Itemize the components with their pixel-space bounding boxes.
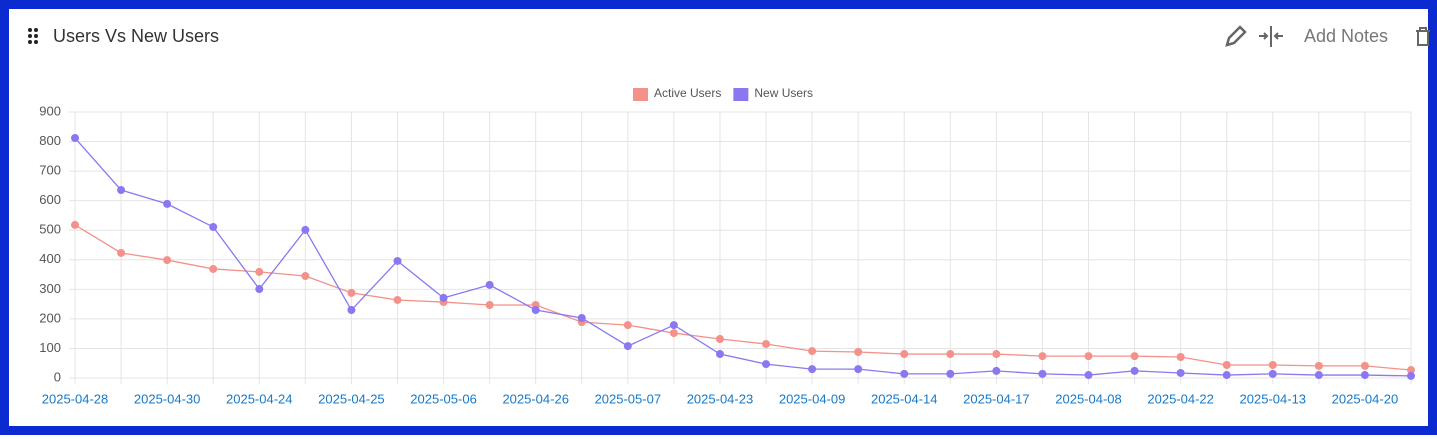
data-point — [1130, 366, 1139, 375]
data-point — [1176, 353, 1185, 362]
data-point — [1268, 360, 1277, 369]
legend-label: Active Users — [654, 86, 721, 100]
data-point — [669, 321, 678, 330]
data-point — [623, 342, 632, 351]
data-point — [117, 248, 126, 257]
data-point — [946, 350, 955, 359]
data-point — [623, 321, 632, 330]
data-point — [117, 186, 126, 195]
data-point — [1314, 361, 1323, 370]
data-point — [71, 220, 79, 229]
y-tick-label: 800 — [39, 133, 61, 148]
data-point — [1268, 369, 1277, 378]
data-point — [854, 365, 863, 374]
data-point — [163, 199, 172, 208]
data-point — [393, 295, 402, 304]
data-point — [1222, 360, 1231, 369]
data-point — [762, 360, 771, 369]
data-point — [854, 347, 863, 356]
y-tick-label: 100 — [39, 340, 61, 355]
x-tick-label: 2025-04-30 — [134, 391, 201, 406]
y-tick-label: 600 — [39, 192, 61, 207]
data-point — [808, 365, 817, 374]
data-point — [1038, 352, 1047, 361]
data-point — [992, 350, 1001, 359]
y-tick-label: 200 — [39, 310, 61, 325]
data-point — [71, 134, 79, 143]
data-point — [1360, 371, 1369, 380]
data-point — [209, 222, 218, 231]
y-tick-label: 900 — [39, 103, 61, 118]
x-tick-label: 2025-04-26 — [502, 391, 569, 406]
x-tick-label: 2025-04-28 — [42, 391, 109, 406]
data-point — [347, 288, 356, 297]
add-notes-button[interactable]: Add Notes — [1304, 26, 1388, 46]
data-point — [163, 256, 172, 265]
data-point — [715, 334, 724, 343]
delete-icon[interactable] — [1416, 27, 1430, 46]
data-point — [715, 350, 724, 359]
y-tick-label: 500 — [39, 222, 61, 237]
data-point — [1360, 361, 1369, 370]
data-point — [1314, 371, 1323, 380]
legend-swatch — [733, 88, 749, 101]
data-point — [992, 366, 1001, 375]
data-point — [900, 369, 909, 378]
data-point — [255, 267, 264, 276]
data-point — [485, 300, 494, 309]
x-tick-label: 2025-04-14 — [871, 391, 938, 406]
widget-title: Users Vs New Users — [53, 26, 219, 46]
x-tick-label: 2025-04-24 — [226, 391, 293, 406]
data-point — [1407, 366, 1415, 375]
data-point — [1176, 368, 1185, 377]
x-tick-label: 2025-04-23 — [687, 391, 754, 406]
legend-swatch — [633, 88, 648, 101]
data-point — [1130, 352, 1139, 361]
data-point — [347, 306, 356, 315]
x-tick-label: 2025-04-25 — [318, 391, 385, 406]
x-tick-label: 2025-05-06 — [410, 391, 477, 406]
data-point — [301, 225, 310, 234]
legend-label: New Users — [754, 86, 813, 100]
data-point — [1084, 371, 1093, 380]
data-point — [669, 329, 678, 338]
drag-handle[interactable] — [28, 28, 38, 44]
data-point — [531, 306, 540, 315]
data-point — [762, 340, 771, 349]
data-point — [439, 293, 448, 302]
x-tick-label: 2025-05-07 — [595, 391, 662, 406]
data-point — [577, 314, 586, 323]
data-point — [301, 272, 310, 281]
x-tick-label: 2025-04-17 — [963, 391, 1030, 406]
data-point — [1038, 369, 1047, 378]
data-point — [393, 256, 402, 265]
data-point — [255, 285, 264, 294]
y-tick-label: 700 — [39, 163, 61, 178]
data-point — [1084, 352, 1093, 361]
edit-icon[interactable] — [1225, 25, 1247, 47]
x-tick-label: 2025-04-09 — [779, 391, 846, 406]
series-line — [74, 137, 1412, 377]
data-point — [1407, 371, 1415, 380]
series-line — [74, 224, 1412, 371]
data-point — [900, 350, 909, 359]
x-tick-label: 2025-04-13 — [1240, 391, 1307, 406]
y-tick-label: 300 — [39, 281, 61, 296]
data-point — [485, 280, 494, 289]
data-point — [946, 369, 955, 378]
x-tick-label: 2025-04-22 — [1147, 391, 1214, 406]
data-point — [1222, 371, 1231, 380]
y-tick-label: 400 — [39, 251, 61, 266]
data-point — [209, 264, 218, 273]
collapse-icon[interactable] — [1259, 26, 1283, 47]
x-tick-label: 2025-04-20 — [1332, 391, 1399, 406]
y-tick-label: 0 — [54, 369, 61, 384]
data-point — [808, 347, 817, 356]
x-tick-label: 2025-04-08 — [1055, 391, 1122, 406]
